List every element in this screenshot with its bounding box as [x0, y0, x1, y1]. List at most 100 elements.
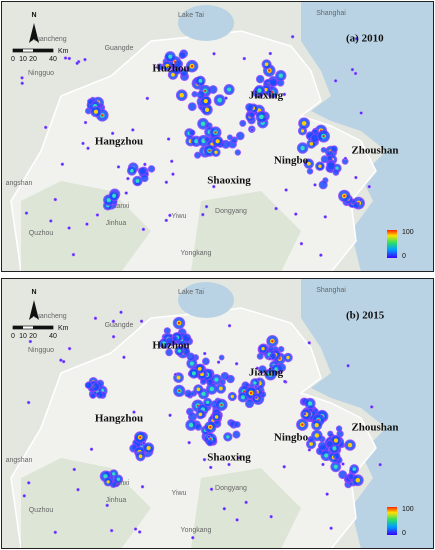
- legend-min: 0: [402, 530, 406, 537]
- hotspot-core: [204, 107, 210, 112]
- hotspot-core: [201, 391, 206, 396]
- hotspot: [76, 487, 80, 492]
- hotspot-core: [116, 477, 121, 481]
- hotspot-core: [300, 145, 305, 151]
- hotspot: [318, 180, 328, 190]
- hotspot: [218, 354, 225, 361]
- hotspot-peak: [138, 436, 142, 439]
- hotspot-core: [197, 366, 202, 371]
- sea: [301, 278, 434, 549]
- hotspot: [24, 211, 29, 215]
- hotspot-core: [196, 387, 201, 392]
- north-label: N: [31, 289, 36, 296]
- hotspot-core: [264, 62, 269, 67]
- hotspot: [131, 128, 135, 132]
- city-label: Shaoxing: [207, 175, 251, 187]
- hotspot-core: [217, 97, 222, 103]
- hotspot: [83, 120, 88, 125]
- hotspot: [75, 61, 79, 65]
- hotspot: [255, 74, 265, 84]
- hotspot-core: [230, 394, 234, 399]
- hotspot: [168, 213, 172, 218]
- hotspot: [269, 514, 273, 519]
- hotspot: [126, 176, 130, 181]
- hotspot-core: [324, 453, 329, 458]
- panel-border: [1, 1, 434, 272]
- hotspot: [124, 191, 128, 195]
- hotspot-core: [188, 422, 194, 428]
- scale-bar: [13, 49, 23, 52]
- hotspot: [20, 76, 24, 80]
- hotspot: [190, 390, 198, 397]
- hotspot-core: [253, 381, 257, 385]
- hotspot: [333, 79, 338, 83]
- panel-border: [1, 278, 434, 549]
- hills: [191, 191, 301, 272]
- hotspot: [142, 441, 146, 445]
- hotspot: [227, 462, 231, 467]
- hotspot: [313, 183, 317, 187]
- hotspot-core: [300, 129, 305, 133]
- hotspot: [187, 102, 197, 112]
- hotspot: [72, 467, 77, 472]
- hotspot-peak: [220, 403, 223, 407]
- hotspot-core: [103, 474, 108, 479]
- city-label: Hangzhou: [95, 413, 143, 425]
- hotspot-peak: [301, 423, 304, 426]
- hotspot-core: [226, 435, 230, 439]
- hotspot-core: [176, 375, 181, 380]
- place-label: Lake Tai: [178, 289, 204, 296]
- hotspot: [89, 392, 96, 399]
- hotspot: [111, 334, 116, 339]
- scale-tick: 0: [11, 56, 15, 63]
- hotspot: [283, 379, 287, 384]
- city-label: Hangzhou: [95, 136, 143, 148]
- hotspot-core: [214, 415, 219, 419]
- hotspot-core: [278, 73, 283, 78]
- city-label: Jiaxing: [249, 90, 284, 102]
- city-label: Ningbo: [274, 432, 309, 444]
- hotspot: [49, 219, 53, 223]
- hotspot-peak: [322, 135, 325, 138]
- hotspot: [87, 98, 94, 105]
- hotspot-core: [309, 442, 313, 446]
- hotspot-core: [214, 377, 219, 382]
- hotspot: [168, 413, 172, 418]
- hotspot: [173, 372, 178, 377]
- hotspot: [212, 184, 216, 189]
- hotspot-core: [177, 349, 182, 353]
- hotspot: [110, 131, 115, 136]
- hotspot: [359, 111, 363, 115]
- place-label: Guangde: [105, 322, 134, 329]
- hotspot-core: [314, 433, 320, 438]
- hotspot: [53, 197, 58, 202]
- hotspot-core: [227, 87, 232, 92]
- map-panel: Xuancheng Guangde Lake Tai Shanghai Ningguo a…: [1, 278, 434, 549]
- legend-max: 100: [402, 506, 414, 513]
- place-label: angshan: [6, 457, 33, 464]
- hotspot-core: [307, 401, 313, 406]
- hotspot: [299, 241, 304, 246]
- hotspot-core: [168, 54, 173, 59]
- city-label: Ningbo: [274, 155, 309, 167]
- hotspot: [81, 141, 85, 146]
- hotspot-peak: [214, 131, 217, 134]
- lake: [178, 5, 234, 41]
- hotspot: [290, 34, 295, 39]
- scale-tick: 10: [19, 56, 27, 63]
- hotspot: [63, 56, 68, 60]
- hotspot: [332, 169, 340, 176]
- hotspot: [84, 381, 93, 389]
- hotspot: [141, 227, 146, 232]
- hotspot-peak: [271, 339, 274, 343]
- hotspot-peak: [268, 69, 271, 72]
- place-label: angshan: [6, 180, 33, 187]
- hotspot: [354, 37, 359, 41]
- hotspot: [93, 316, 98, 321]
- scale-bar: [33, 49, 53, 52]
- place-label: Lanxi: [113, 203, 130, 210]
- hotspot: [43, 125, 48, 130]
- hotspot-core: [198, 412, 203, 417]
- hotspot: [239, 119, 247, 127]
- hotspot: [235, 518, 239, 522]
